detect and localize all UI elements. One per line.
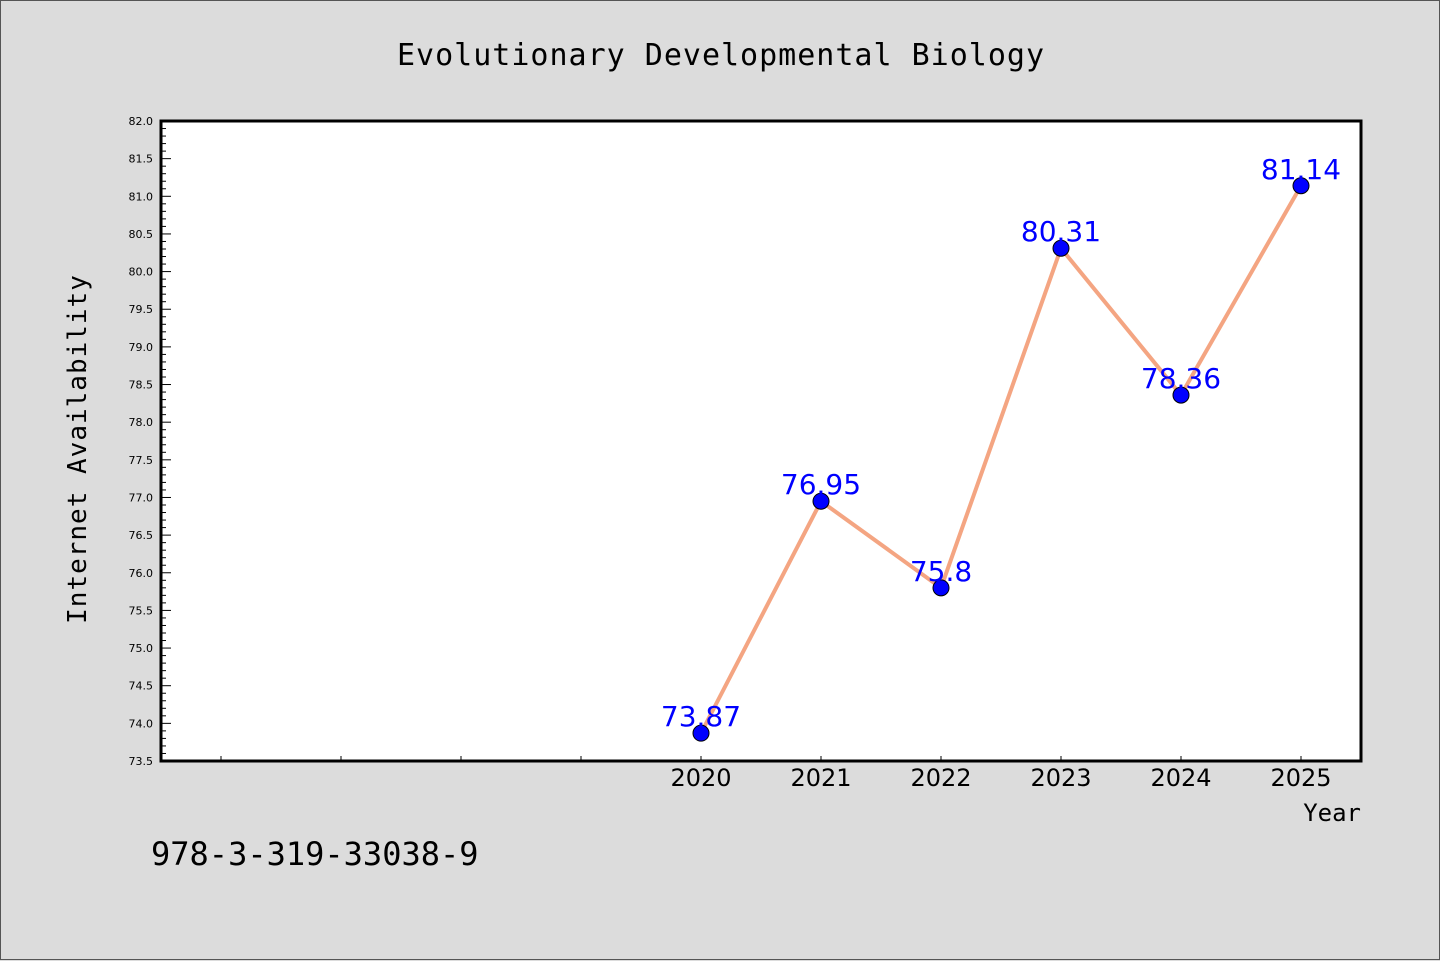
y-tick-label: 78.0 <box>129 416 154 429</box>
data-label: 78.36 <box>1141 362 1221 395</box>
y-tick-label: 80.0 <box>129 266 154 279</box>
x-tick-label: 2024 <box>1150 764 1211 792</box>
x-tick-label: 2021 <box>790 764 851 792</box>
x-tick-label: 2020 <box>670 764 731 792</box>
data-point <box>1052 239 1070 257</box>
data-point <box>1292 177 1310 195</box>
data-label: 76.95 <box>781 468 861 501</box>
y-tick-label: 73.5 <box>129 755 154 768</box>
y-axis-label: Internet Availability <box>63 274 93 624</box>
y-tick-label: 81.5 <box>129 153 154 166</box>
y-tick-label: 82.0 <box>129 115 154 128</box>
data-point <box>1172 386 1190 404</box>
data-label: 75.8 <box>910 555 972 588</box>
chart-title: Evolutionary Developmental Biology <box>397 38 1045 73</box>
y-tick-label: 81.0 <box>129 190 154 203</box>
data-label: 73.87 <box>661 700 741 733</box>
y-tick-label: 74.0 <box>129 717 154 730</box>
x-axis-label: Year <box>1303 799 1361 827</box>
data-point <box>812 492 830 510</box>
plot-area <box>159 119 1363 763</box>
y-tick-label: 77.5 <box>129 454 154 467</box>
x-tick-label: 2025 <box>1270 764 1331 792</box>
x-tick-label: 2022 <box>910 764 971 792</box>
y-axis: 73.5 74.0 74.5 75.0 75.5 76.0 76.5 77.0 77.5 78.0… <box>129 115 171 768</box>
y-tick-label: 74.5 <box>129 680 154 693</box>
isbn-footnote: 978-3-319-33038-9 <box>151 835 479 873</box>
data-label: 81.14 <box>1261 153 1341 186</box>
y-tick-label: 79.0 <box>129 341 154 354</box>
data-label: 80.31 <box>1021 215 1101 248</box>
y-tick-label: 75.5 <box>129 604 154 617</box>
y-tick-label: 76.5 <box>129 529 154 542</box>
y-tick-label: 76.0 <box>129 567 154 580</box>
x-tick-label: 2023 <box>1030 764 1091 792</box>
y-tick-label: 77.0 <box>129 491 154 504</box>
y-tick-label: 75.0 <box>129 642 154 655</box>
series-layer: 73.87 76.95 75.8 80.31 78.36 81.14 <box>661 153 1341 742</box>
data-point <box>932 579 950 597</box>
y-tick-label: 78.5 <box>129 379 154 392</box>
y-tick-label: 80.5 <box>129 228 154 241</box>
x-axis: 2020 2021 2022 2023 2024 2025 <box>220 756 1332 792</box>
y-tick-label: 79.5 <box>129 303 154 316</box>
data-point <box>692 724 710 742</box>
series-line <box>699 184 1303 735</box>
